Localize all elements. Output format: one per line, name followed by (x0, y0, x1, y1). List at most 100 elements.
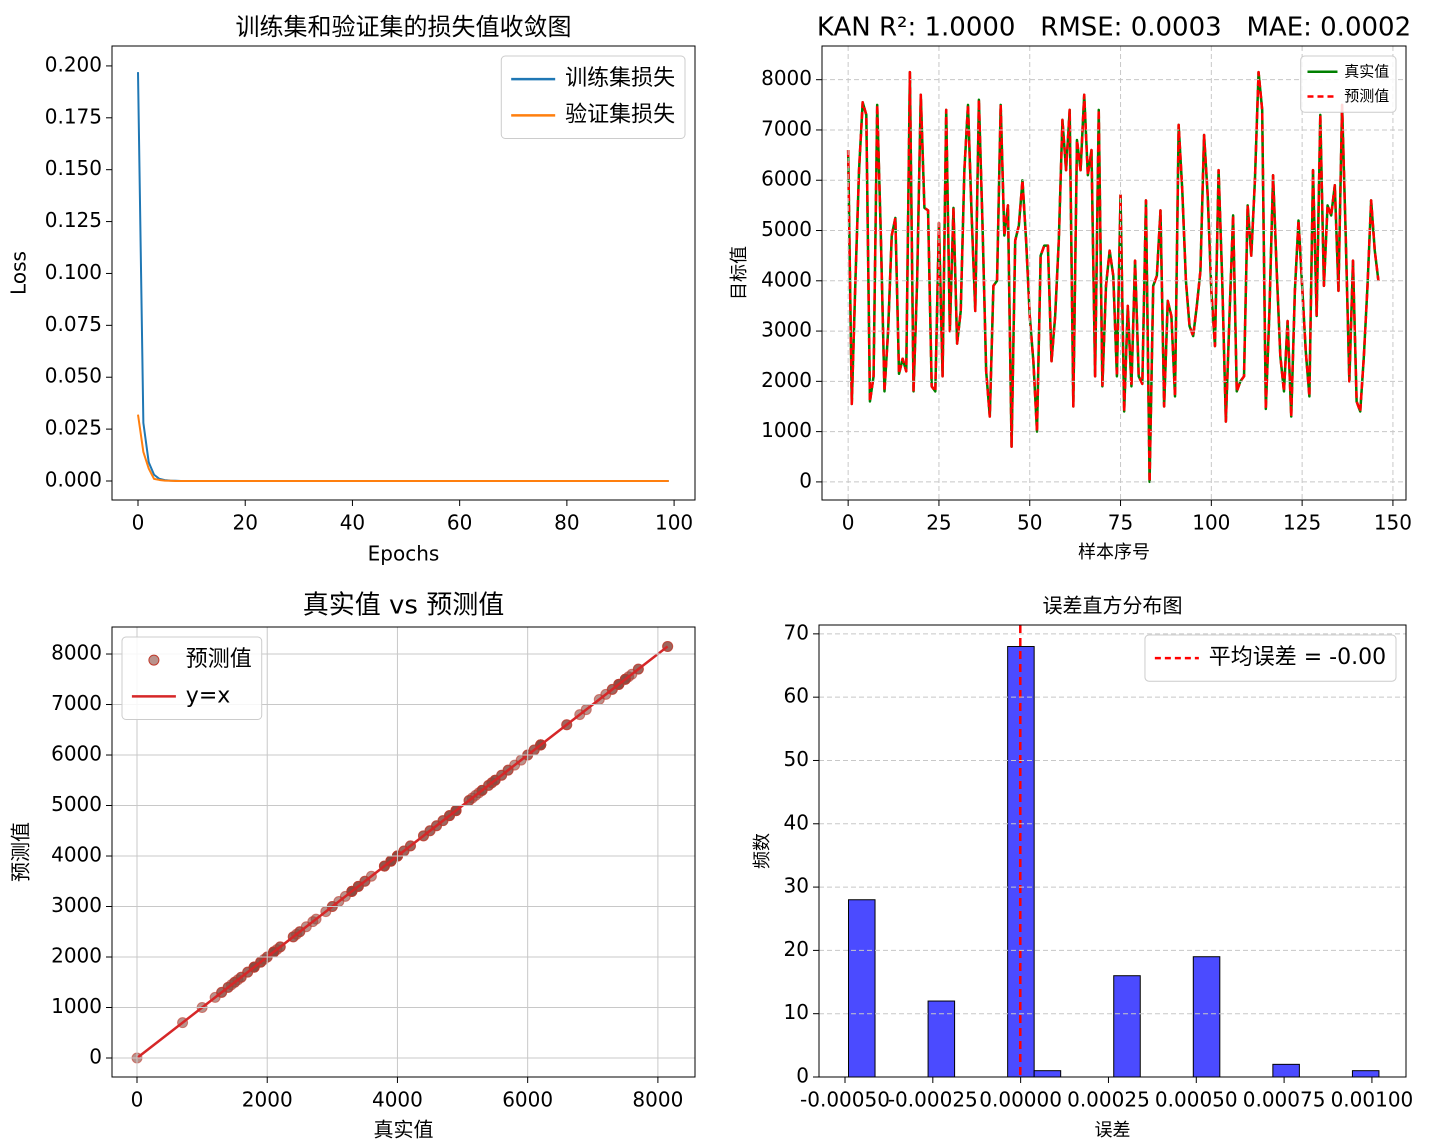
chart-title: 误差直方分布图 (1043, 594, 1183, 618)
y-axis-label: 预测值 (9, 822, 33, 882)
x-tick-label: 100 (655, 511, 693, 535)
line-series (137, 414, 669, 482)
histogram-bar (1192, 956, 1221, 1077)
legend-swatch (148, 654, 160, 666)
y-tick-label: 8000 (51, 641, 102, 665)
y-tick-label: 0.050 (45, 364, 102, 388)
x-tick-label: 50 (1017, 511, 1042, 535)
chart-title: 真实值 vs 预测值 (303, 591, 504, 621)
y-tick-label: 3000 (51, 893, 102, 917)
y-tick-label: 40 (784, 810, 809, 834)
y-tick-label: 70 (784, 620, 809, 644)
histogram-bar (1272, 1063, 1300, 1077)
y-tick-label: 6000 (761, 167, 812, 191)
plot-area (846, 70, 1380, 484)
histogram-bar (1113, 975, 1141, 1077)
x-tick-label: 150 (1374, 511, 1412, 535)
y-tick-label: 0.100 (45, 260, 102, 284)
x-tick-label: -0.00025 (888, 1088, 978, 1112)
panel: 0 20 40 60 80 100 0.000 0.025 0.050 0.075 0.100 0.1… (7, 13, 696, 566)
x-tick-label: 100 (1192, 511, 1230, 535)
legend-box (1300, 55, 1397, 113)
line-series (846, 70, 1380, 484)
x-axis-label: 误差 (1095, 1120, 1131, 1141)
y-tick-label: 0.175 (45, 104, 102, 128)
y-tick-label: 0.075 (45, 312, 102, 336)
y-tick-label: 0.125 (45, 208, 102, 232)
x-axis-label: 样本序号 (1078, 542, 1150, 563)
plot-area (137, 72, 669, 482)
y-tick-label: 0.200 (45, 52, 102, 76)
x-tick-label: 25 (926, 511, 951, 535)
plot-frame (821, 45, 1407, 501)
x-tick-label: 0.00025 (1067, 1088, 1150, 1112)
y-tick-label: 50 (784, 747, 809, 771)
x-tick-label: 8000 (632, 1088, 683, 1112)
line-series (846, 70, 1380, 484)
x-tick-label: 0.00050 (1155, 1088, 1238, 1112)
histogram-bar (1033, 1070, 1062, 1077)
y-tick-label: 0 (89, 1045, 102, 1069)
plot-area (848, 625, 1380, 1077)
x-tick-label: 6000 (502, 1088, 553, 1112)
histogram-bar (848, 899, 876, 1077)
plot-frame (111, 45, 696, 501)
line-series (136, 645, 669, 1059)
legend-label: 预测值 (1344, 87, 1389, 105)
y-axis-label: 频数 (752, 833, 773, 869)
x-tick-label: 80 (554, 511, 579, 535)
x-tick-label: 0 (131, 1088, 144, 1112)
x-tick-label: 0.00000 (979, 1088, 1062, 1112)
legend-box (1144, 634, 1397, 682)
chart-title: KAN R²: 1.0000 RMSE: 0.0003 MAE: 0.0002 (817, 13, 1411, 43)
y-tick-label: 1000 (51, 994, 102, 1018)
histogram-bar (927, 1000, 956, 1077)
y-tick-label: 3000 (761, 318, 812, 342)
y-tick-label: 2000 (761, 368, 812, 392)
x-tick-label: 2000 (242, 1088, 293, 1112)
y-tick-label: 6000 (51, 742, 102, 766)
y-tick-label: 2000 (51, 944, 102, 968)
legend: 平均误差 = -0.00 (1144, 634, 1397, 682)
x-tick-label: 40 (340, 511, 365, 535)
legend-label: y=x (186, 683, 230, 708)
y-tick-label: 0.025 (45, 416, 102, 440)
legend-label: 验证集损失 (565, 102, 675, 127)
x-tick-label: 0.00100 (1331, 1088, 1414, 1112)
panel: 0 2000 4000 6000 8000 0 1000 2000 3000 4000 5000 60… (9, 591, 696, 1142)
chart-title: 训练集和验证集的损失值收敛图 (236, 13, 572, 41)
y-tick-label: 8000 (761, 66, 812, 90)
legend-label: 预测值 (186, 647, 252, 672)
y-tick-label: 20 (784, 937, 809, 961)
histogram-bar (1351, 1070, 1380, 1077)
x-tick-label: -0.00050 (800, 1088, 890, 1112)
x-tick-label: 0.00075 (1243, 1088, 1326, 1112)
x-tick-label: 125 (1283, 511, 1321, 535)
y-axis-label: 目标值 (729, 246, 750, 300)
x-tick-label: 75 (1108, 511, 1133, 535)
y-tick-label: 1000 (761, 418, 812, 442)
x-axis-label: Epochs (368, 542, 440, 566)
x-tick-label: 0 (132, 511, 145, 535)
legend-label: 训练集损失 (565, 66, 675, 91)
y-tick-label: 60 (784, 684, 809, 708)
plot-area (131, 640, 674, 1064)
y-tick-label: 0 (799, 468, 812, 492)
x-tick-label: 20 (232, 511, 257, 535)
legend: 预测值 y=x (121, 636, 263, 720)
y-tick-label: 4000 (761, 267, 812, 291)
y-tick-label: 5000 (761, 217, 812, 241)
y-tick-label: 0 (796, 1064, 809, 1088)
plot-frame (818, 624, 1407, 1078)
y-axis-label: Loss (7, 251, 31, 295)
plot-frame (111, 626, 696, 1078)
legend-box (500, 55, 686, 139)
legend-label: 平均误差 = -0.00 (1209, 645, 1386, 670)
y-tick-label: 4000 (51, 843, 102, 867)
y-tick-label: 7000 (51, 691, 102, 715)
panel: -0.00050-0.00025 0.00000 0.00025 0.00050 0.0… (752, 594, 1413, 1142)
y-tick-label: 0.150 (45, 156, 102, 180)
x-tick-label: 0 (842, 511, 855, 535)
